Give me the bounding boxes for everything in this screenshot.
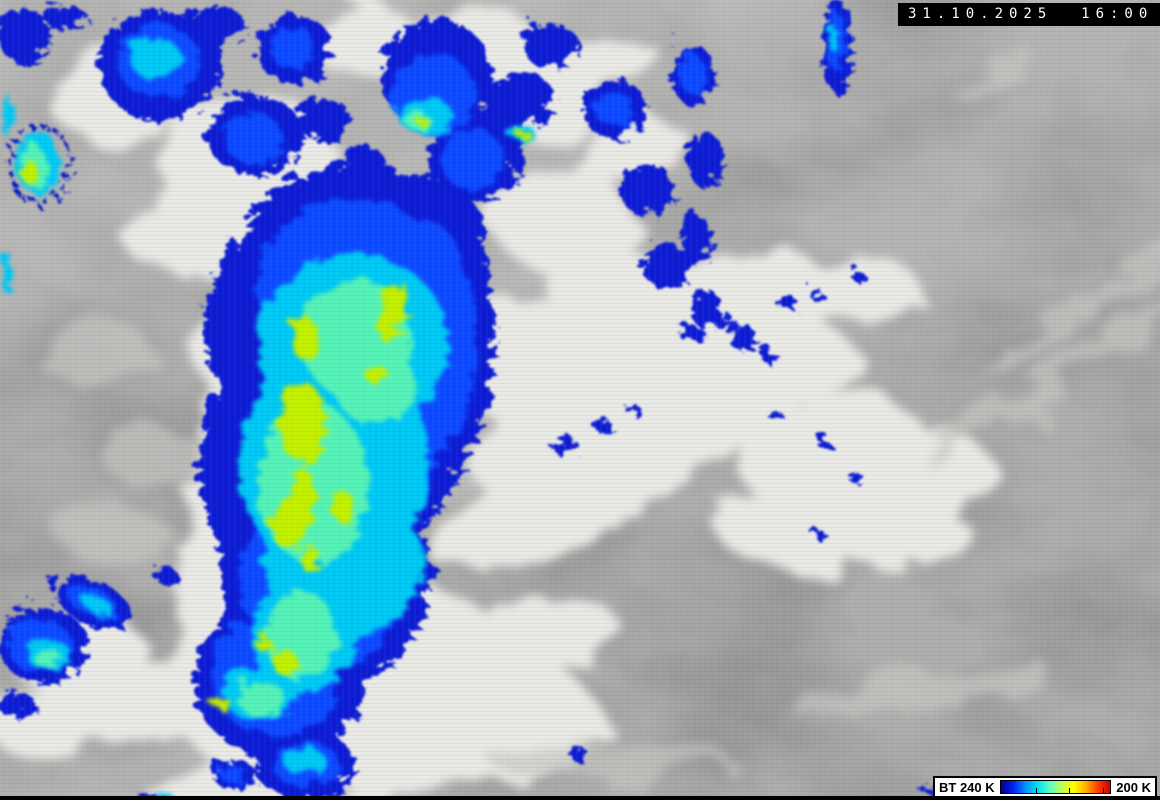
colorbar-end-label: 200 K [1116,779,1151,795]
thin-cloud-streaks [35,47,1160,780]
colorbar-gradient [999,780,1112,794]
timestamp-label: 31.10.2025 16:00 [898,3,1160,26]
colorbar-title: BT 240 K [939,779,995,795]
cold-cloud-overlay [0,0,932,800]
image-bottom-border [0,796,1160,800]
colorbar-legend: BT 240 K 200 K [933,776,1157,798]
